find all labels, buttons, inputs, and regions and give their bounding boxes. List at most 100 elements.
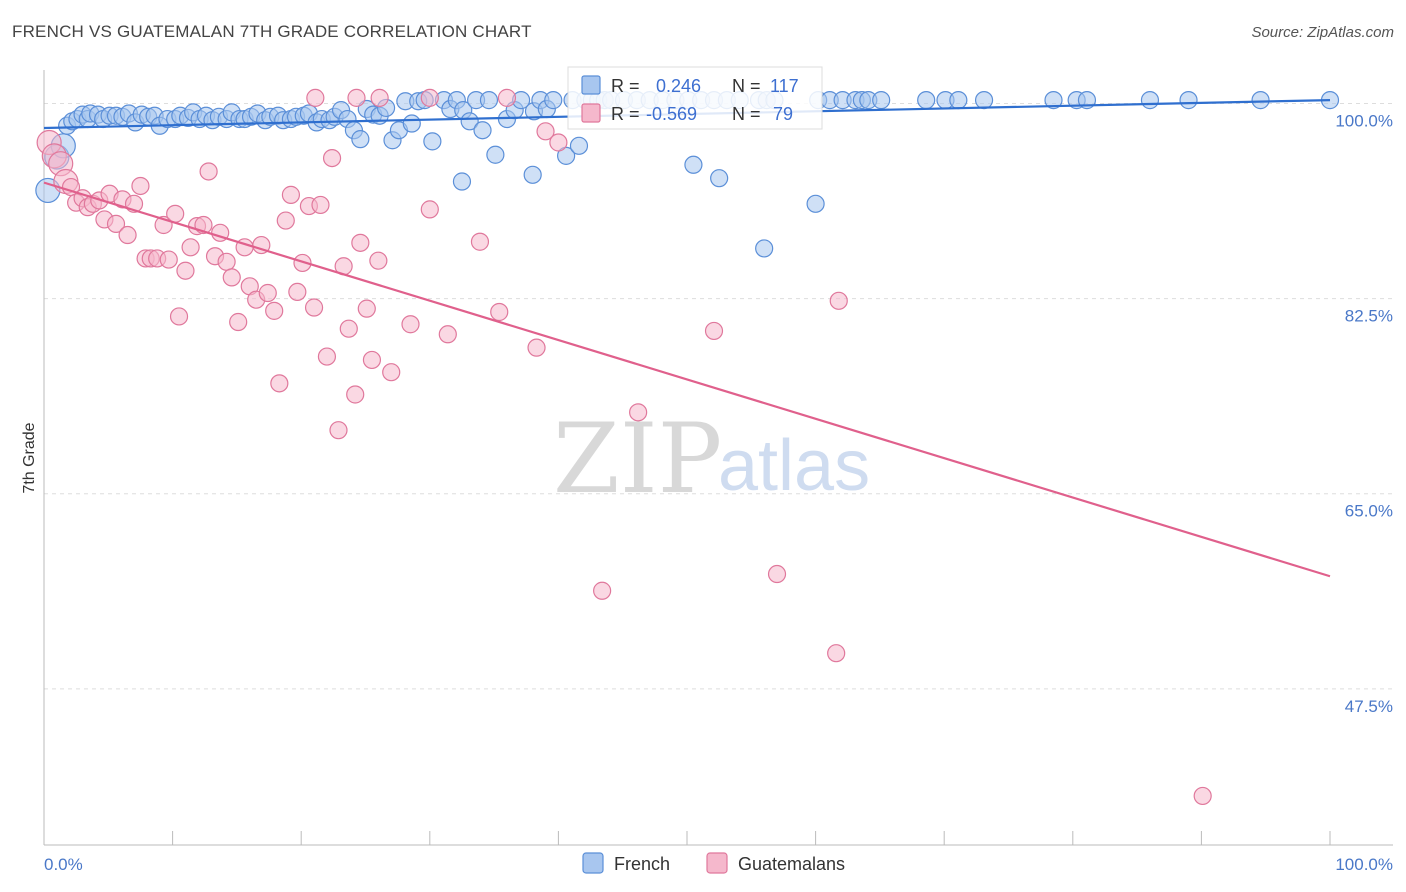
french-point — [569, 136, 589, 155]
y-tick-label: 100.0% — [1335, 111, 1393, 130]
guatemalan-point — [357, 299, 376, 318]
legend-swatch-french[interactable] — [582, 852, 604, 874]
source-credit: Source: ZipAtlas.com — [1251, 24, 1394, 41]
guatemalan-point — [306, 88, 325, 107]
guatemalan-point — [276, 211, 295, 230]
french-point — [917, 91, 936, 110]
guatemalan-n-label: N = — [732, 104, 761, 124]
y-tick-labels: 47.5% 65.0% 82.5% 100.0% — [1335, 111, 1393, 715]
y-tick-label: 47.5% — [1345, 697, 1393, 716]
french-point — [557, 146, 576, 165]
french-n-value: 117 — [770, 76, 799, 96]
guatemalan-point — [270, 374, 289, 393]
watermark-zip: ZIP — [553, 403, 722, 515]
french-point — [949, 91, 968, 110]
french-n-label: N = — [732, 76, 761, 96]
x-tick-label-min: 0.0% — [44, 855, 83, 874]
guatemalan-point — [265, 301, 284, 320]
guatemalan-trend-line — [43, 181, 1331, 578]
guatemalan-point — [629, 403, 648, 422]
guatemalan-point — [339, 319, 358, 338]
guatemalan-point — [317, 347, 337, 366]
guatemalan-point — [217, 252, 236, 271]
guatemalan-point — [293, 253, 312, 273]
guatemalan-point — [181, 238, 200, 257]
french-point — [486, 145, 505, 164]
guatemalan-point — [222, 268, 241, 287]
guatemalan-point — [827, 644, 846, 663]
guatemalan-point — [527, 338, 546, 357]
french-point — [473, 121, 492, 140]
french-point — [479, 91, 499, 110]
guatemalan-point — [370, 88, 389, 107]
watermark: ZIP atlas — [553, 403, 870, 515]
guatemalan-point — [311, 195, 330, 215]
french-point — [452, 172, 472, 191]
guatemalan-point — [401, 315, 420, 334]
legend-label-guatemalans[interactable]: Guatemalans — [738, 854, 845, 874]
guatemalan-point — [131, 176, 150, 196]
french-point — [423, 132, 442, 151]
guatemalan-point — [118, 225, 137, 245]
y-tick-label: 65.0% — [1345, 502, 1393, 521]
x-tick-label-max: 100.0% — [1335, 855, 1393, 874]
french-point — [1044, 91, 1063, 110]
guatemalan-n-value: 79 — [773, 104, 793, 124]
guatemalan-point — [362, 350, 382, 370]
guatemalan-point — [258, 283, 277, 303]
french-point — [710, 169, 729, 188]
french-point — [523, 165, 542, 184]
x-tick-labels: 0.0% 100.0% — [44, 855, 1393, 874]
guatemalan-point — [549, 133, 568, 152]
guatemalan-stat-swatch — [581, 103, 601, 123]
french-point — [1179, 91, 1198, 110]
guatemalan-point — [829, 291, 848, 310]
chart-title: FRENCH VS GUATEMALAN 7TH GRADE CORRELATI… — [12, 22, 532, 41]
french-stat-swatch — [581, 75, 601, 95]
guatemalan-point — [1193, 786, 1212, 806]
guatemalan-point — [322, 148, 342, 168]
guatemalan-point — [169, 307, 189, 326]
guatemalan-point — [438, 325, 457, 344]
guatemalan-point — [329, 421, 348, 440]
guatemalan-point — [166, 204, 185, 223]
guatemalan-point — [593, 581, 612, 600]
guatemalan-point — [351, 233, 370, 252]
french-point — [351, 130, 370, 149]
stats-box-frame — [567, 66, 823, 130]
stats-box: R = 0.246 N = 117 R = -0.569 N = 79 — [567, 66, 823, 130]
guatemalan-point — [369, 251, 388, 270]
grid-lines — [44, 102, 1393, 690]
guatemalan-r-label: R = — [611, 104, 640, 124]
french-r-label: R = — [611, 76, 640, 96]
french-r-value: 0.246 — [656, 76, 701, 96]
guatemalan-point — [229, 312, 248, 332]
guatemalan-point — [704, 321, 724, 341]
guatemalan-point — [470, 232, 490, 251]
french-point — [460, 112, 479, 131]
guatemalan-points — [36, 88, 1212, 806]
french-point — [1140, 91, 1160, 110]
french-point — [872, 91, 891, 110]
guatemalan-point — [420, 200, 439, 219]
watermark-atlas: atlas — [718, 426, 870, 506]
french-point — [544, 91, 563, 110]
y-tick-label: 82.5% — [1345, 307, 1393, 326]
legend-label-french[interactable]: French — [614, 854, 670, 874]
guatemalan-point — [281, 185, 301, 204]
guatemalan-r-value: -0.569 — [646, 104, 697, 124]
guatemalan-point — [106, 214, 126, 233]
y-axis-label: 7th Grade — [21, 422, 38, 493]
french-point — [755, 239, 774, 258]
guatemalan-point — [490, 302, 509, 322]
french-point — [806, 194, 825, 213]
guatemalan-point — [347, 88, 366, 107]
french-point — [402, 114, 421, 133]
legend-swatch-guatemalans[interactable] — [706, 852, 728, 874]
guatemalan-point — [767, 564, 787, 584]
guatemalan-point — [288, 282, 307, 302]
guatemalan-point — [536, 122, 555, 141]
french-point — [1251, 91, 1270, 110]
guatemalan-point — [346, 385, 365, 404]
